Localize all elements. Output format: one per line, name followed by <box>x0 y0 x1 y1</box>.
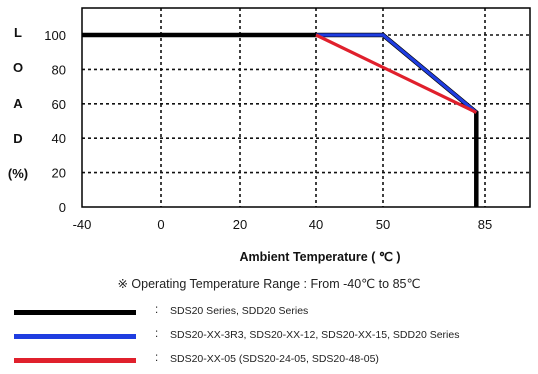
y-tick-label: 60 <box>52 97 66 112</box>
y-axis-label-letter: L <box>14 25 22 40</box>
y-tick-label: 40 <box>52 131 66 146</box>
legend-label: SDS20 Series, SDD20 Series <box>170 305 309 317</box>
legend-item-series-1: : SDS20 Series, SDD20 Series <box>14 302 534 326</box>
legend-swatch-black <box>14 310 136 315</box>
plot-frame <box>81 7 531 208</box>
legend-label: SDS20-XX-05 (SDS20-24-05, SDS20-48-05) <box>170 353 379 365</box>
x-axis-title: Ambient Temperature ( ℃ ) <box>239 250 400 264</box>
series-line-2 <box>316 33 478 114</box>
derating-chart: 100 80 60 40 20 0 -40 0 20 40 50 85 L O A D (%) Ambient T… <box>8 7 531 264</box>
legend-swatch-blue <box>14 334 136 339</box>
legend-separator: : <box>155 304 159 316</box>
y-axis-label-letter: D <box>13 131 22 146</box>
chart-series <box>82 32 479 207</box>
legend-separator: : <box>155 328 159 340</box>
chart-axes <box>81 7 531 208</box>
y-axis-label-letter: O <box>13 60 23 75</box>
x-tick-label: 85 <box>478 217 492 232</box>
x-tick-label: -40 <box>73 217 92 232</box>
legend-swatch-red <box>14 358 136 363</box>
y-axis-label-letter: A <box>13 96 23 111</box>
series-line-1 <box>82 32 479 207</box>
legend-separator: : <box>155 352 159 364</box>
x-tick-label: 40 <box>309 217 323 232</box>
y-tick-label: 100 <box>44 28 66 43</box>
chart-labels: 100 80 60 40 20 0 -40 0 20 40 50 85 L O A D (%) Ambient T… <box>8 25 492 264</box>
y-tick-label: 20 <box>52 166 66 181</box>
x-tick-label: 50 <box>376 217 390 232</box>
y-axis-label-letter: (%) <box>8 166 28 181</box>
chart-grid <box>82 8 530 207</box>
x-tick-label: 0 <box>157 217 164 232</box>
y-tick-label: 0 <box>59 200 66 215</box>
chart-legend: : SDS20 Series, SDD20 Series : SDS20-XX-… <box>14 302 534 374</box>
x-tick-label: 20 <box>233 217 247 232</box>
legend-item-series-2: : SDS20-XX-3R3, SDS20-XX-12, SDS20-XX-15… <box>14 326 534 350</box>
legend-label: SDS20-XX-3R3, SDS20-XX-12, SDS20-XX-15, … <box>170 329 460 341</box>
operating-range-note: ※ Operating Temperature Range : From -40… <box>117 277 421 291</box>
legend-item-series-3: : SDS20-XX-05 (SDS20-24-05, SDS20-48-05) <box>14 350 534 374</box>
y-tick-label: 80 <box>52 62 66 77</box>
series-line-3 <box>315 33 477 114</box>
